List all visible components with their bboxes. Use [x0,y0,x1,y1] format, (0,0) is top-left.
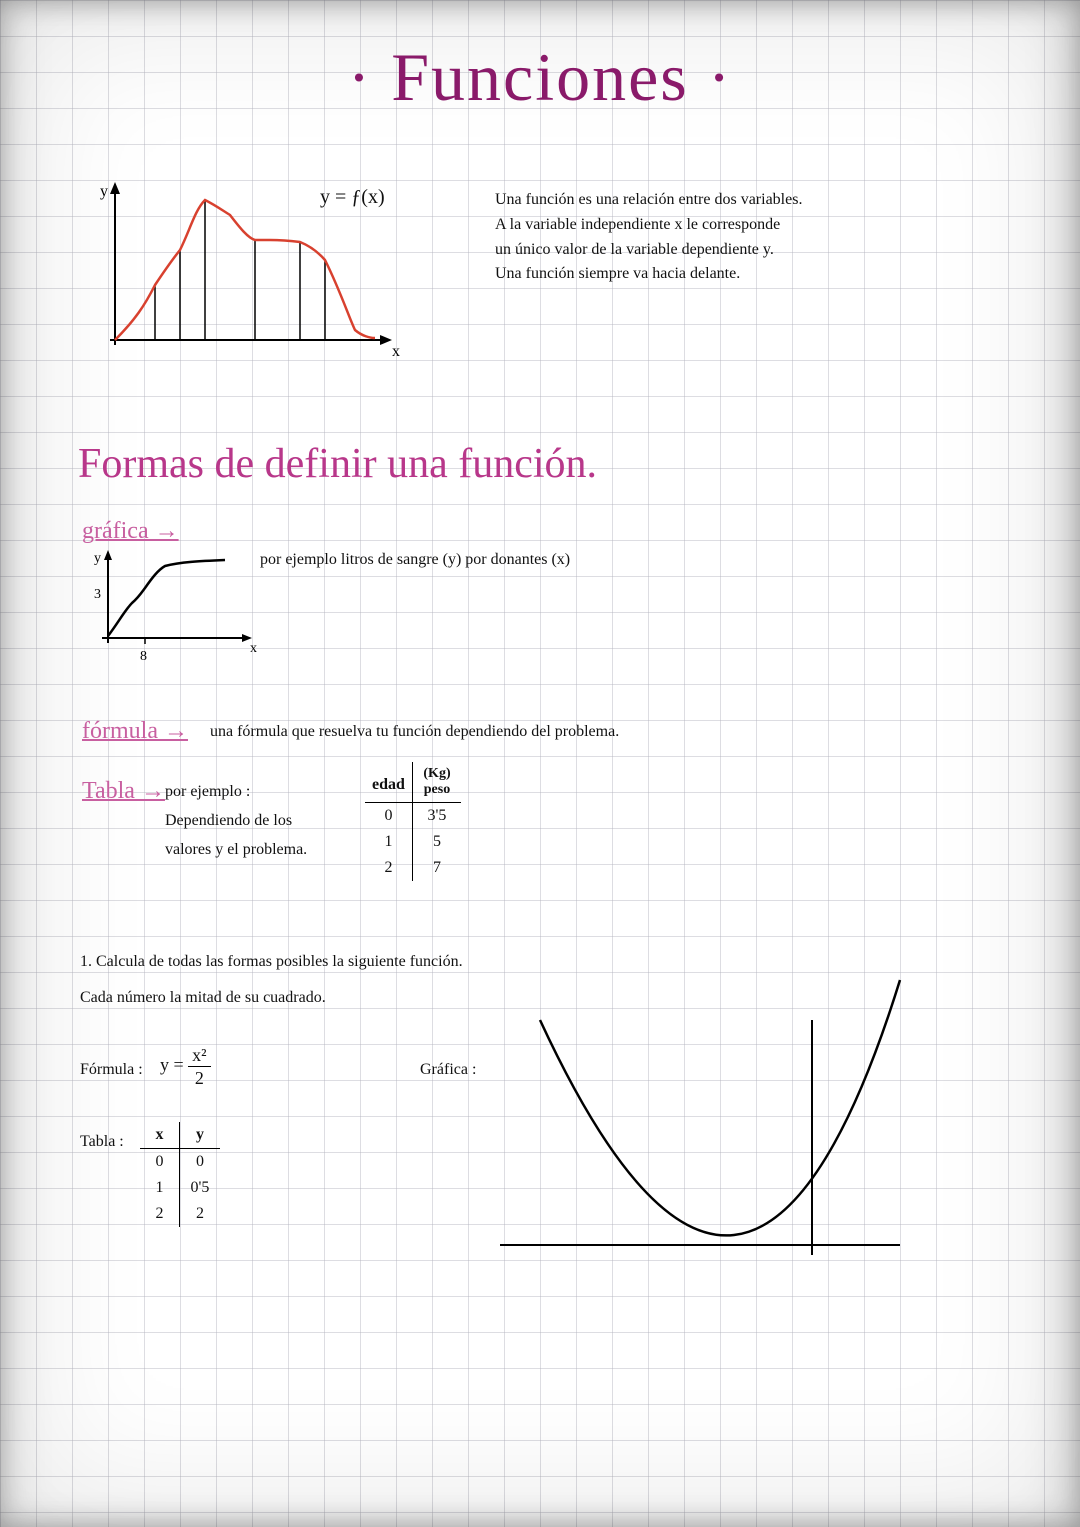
table1-col-edad: edad [365,762,413,803]
axis-y-label: y [94,551,101,566]
chart-parabola [500,1020,900,1260]
function-curve [115,200,375,340]
axis-y-label: y [100,183,108,200]
table1-col-peso: (Kg) peso [413,762,461,803]
formula-caption: una fórmula que resuelva tu función depe… [210,720,619,745]
exercise-line2: Cada número la mitad de su cuadrado. [80,986,326,1011]
table-xy: x y 00 10'5 22 [140,1122,220,1227]
definition-text: Una función es una relación entre dos va… [495,188,1055,287]
vertical-reference-lines [155,200,325,340]
section-formas-heading: Formas de definir una función. [78,440,597,488]
method-grafica-label: gráfica → [82,518,179,545]
ytick-3: 3 [94,587,101,602]
tabla-caption: por ejemplo : Dependiendo de los valores… [165,778,307,864]
grafica-caption: por ejemplo litros de sangre (y) por don… [260,548,570,573]
axis-x-label: x [392,343,400,360]
table-age-weight: edad (Kg) peso 03'5 15 27 [365,762,461,881]
exercise-line1: 1. Calcula de todas las formas posibles … [80,950,463,975]
exercise-formula-label: Fórmula : [80,1058,143,1083]
chart-blood-donors: y x 3 8 [90,548,260,668]
donor-curve [108,560,225,636]
exercise-grafica-label: Gráfica : [420,1058,476,1083]
axis-x-label: x [250,641,257,656]
page-title: · Funciones · [0,38,1080,117]
exercise-formula-eq: y = x² 2 [160,1046,211,1087]
method-tabla-label: Tabla → [82,778,165,805]
method-formula-label: fórmula → [82,718,188,745]
exercise-tabla-label: Tabla : [80,1130,124,1155]
xtick-8: 8 [140,649,147,664]
chart-main-function: y x [100,180,400,370]
